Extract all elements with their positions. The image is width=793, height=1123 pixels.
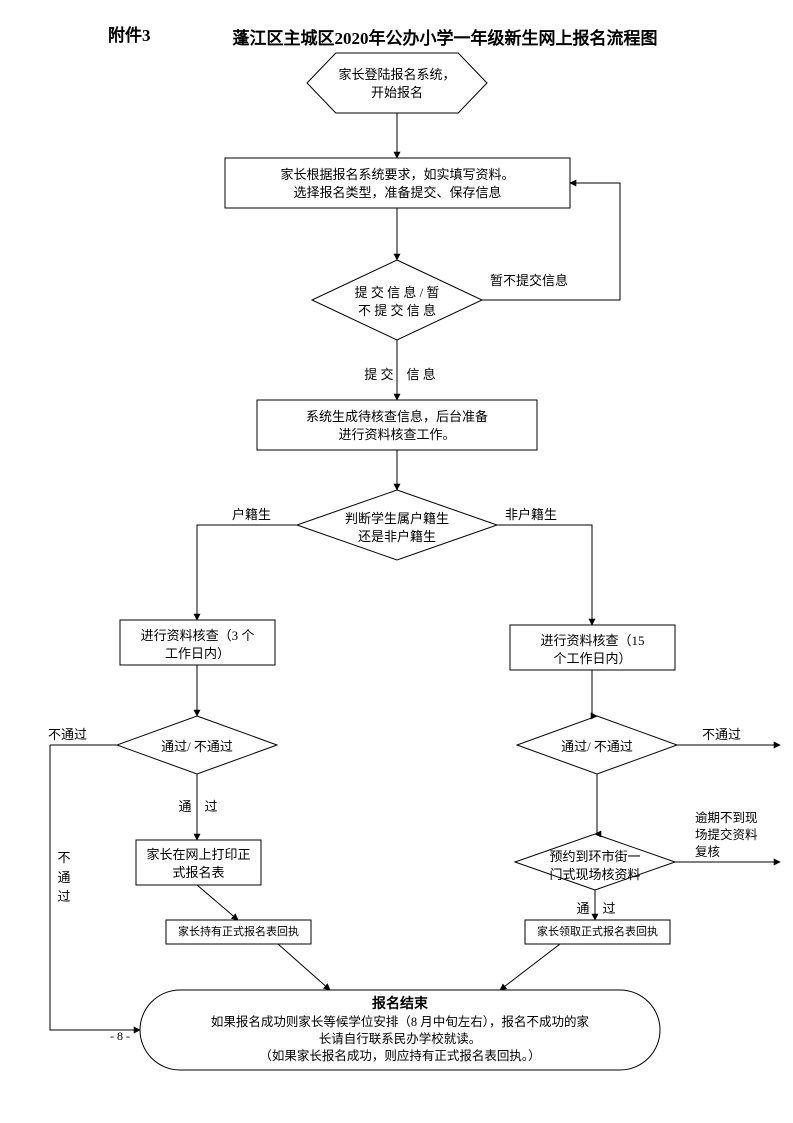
footer-page-num: - 8 - xyxy=(100,1028,140,1044)
edge-label-hukou: 户籍生 xyxy=(232,506,292,524)
print-form-text: 家长在网上打印正 式报名表 xyxy=(136,846,261,881)
gen-check-text: 系统生成待核查信息，后台准备 进行资料核查工作。 xyxy=(257,408,537,443)
check15-text: 进行资料核查（15 个工作日内） xyxy=(510,632,675,667)
receipt-left-text: 家长持有正式报名表回执 xyxy=(166,925,311,940)
hukou-decision-text: 判断学生属户籍生 还是非户籍生 xyxy=(317,510,477,545)
end-text: 如果报名成功则家长等候学位安排（8 月中旬左右），报名不成功的家 长请自行联系民… xyxy=(145,1014,655,1065)
pass-right-text: 通过/ 不通过 xyxy=(537,738,657,756)
page-title: 蓬江区主城区2020年公办小学一年级新生网上报名流程图 xyxy=(215,28,675,51)
edge-label-fail-right: 不通过 xyxy=(702,726,762,744)
receipt-right-text: 家长领取正式报名表回执 xyxy=(525,925,670,940)
check3-text: 进行资料核查（3 个 工作日内） xyxy=(120,627,275,662)
edge-label-fail-left-vert: 不 通 过 xyxy=(56,848,72,907)
edge-label-pass-right: 通 过 xyxy=(566,900,626,918)
appoint-text: 预约到环市街一 门式现场核资料 xyxy=(525,848,665,883)
edge-label-non-hukou: 非户籍生 xyxy=(505,506,575,524)
fill-info-text: 家长根据报名系统要求，如实填写资料。 选择报名类型，准备提交、保存信息 xyxy=(225,166,570,201)
pass-left-text: 通过/ 不通过 xyxy=(137,738,257,756)
attachment-label: 附件3 xyxy=(108,25,151,48)
edge-label-pass-left: 通 过 xyxy=(168,798,228,816)
edge-label-overdue: 逾期不到现 场提交资料 复核 xyxy=(695,810,785,861)
flowchart-canvas: 附件3 蓬江区主城区2020年公办小学一年级新生网上报名流程图 家长登陆报名系统… xyxy=(0,0,793,1123)
start-text: 家长登陆报名系统， 开始报名 xyxy=(317,66,477,101)
edge-label-submit: 提 交 信 息 xyxy=(355,366,445,384)
edge-label-fail-left: 不通过 xyxy=(48,726,108,744)
end-title: 报名结束 xyxy=(140,996,660,1015)
edge-label-not-submit: 暂不提交信息 xyxy=(490,272,600,290)
submit-decision-text: 提 交 信 息 / 暂 不 提 交 信 息 xyxy=(335,284,459,319)
